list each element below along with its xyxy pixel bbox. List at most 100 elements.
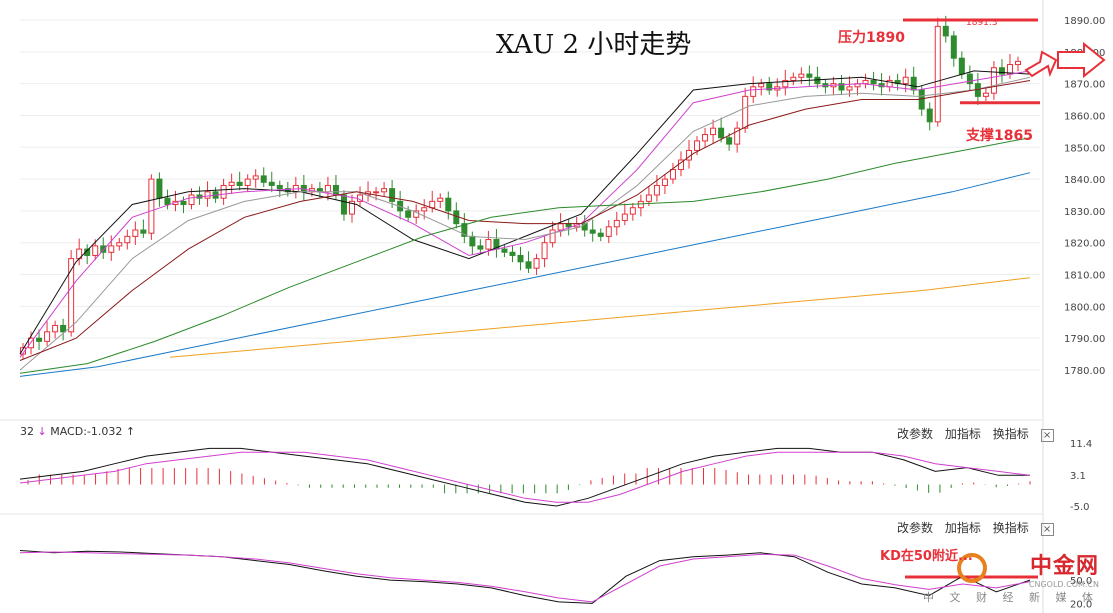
candle-body [252,175,259,180]
candle-body [645,194,652,202]
candle-body [990,67,997,94]
candle-body [637,200,644,209]
add-indicator-button[interactable]: 加指标 [944,427,981,441]
candle-body [790,76,797,81]
candle-body [204,191,211,199]
resistance-label: 压力1890 [838,30,905,46]
candle-body [926,108,933,123]
price-tick-label: 1860.00 [1064,111,1105,122]
candle-body [509,251,516,256]
ma-line-ma5 [19,70,1031,355]
candle-body [44,331,51,342]
candle-body [950,35,957,59]
candle-body [629,207,636,215]
candle-body [838,83,845,91]
price-tick-label: 1870.00 [1064,80,1105,91]
candle-body [814,76,821,85]
candle-body [934,25,941,123]
close-icon[interactable]: × [1040,523,1054,536]
candle-body [1015,60,1021,66]
kd-note-label: KD在50附近... [880,549,973,564]
candle-body [525,261,532,269]
candle-body [84,248,91,256]
candle-body [180,200,187,206]
candle-body [549,229,556,244]
candle-body [276,184,283,190]
candle-body [501,248,508,253]
candle-body [188,194,195,206]
candle-body [517,254,524,263]
arrow-right-icon [1057,41,1106,79]
modify-params-button[interactable]: 改参数 [897,427,934,441]
candle-body [597,232,604,237]
candle-body [798,73,805,78]
candle-body [52,324,59,333]
ma-line-ma30 [19,80,1031,361]
candle-body [236,181,243,186]
switch-indicator-button[interactable]: 换指标 [992,521,1029,535]
candle-body [710,127,717,136]
candle-body [694,140,701,151]
candle-body [92,245,99,256]
candle-body [124,235,131,244]
macd-prefix: 32 [20,425,34,438]
watermark-logo: 中金网 [1029,554,1099,579]
candle-body [766,83,773,91]
price-tick-label: 1800.00 [1064,302,1105,313]
candle-body [228,181,235,186]
macd-panel: 11.4 3.1 -5.0 [19,439,1092,513]
ma-line-ma10 [19,70,1031,358]
candle-body [605,226,612,237]
candle-body [340,194,347,215]
macd-indicator-label: 32 ↓ MACD:-1.032 ↑ [20,425,135,438]
kd-line-d [19,551,1031,603]
candle-body [20,347,26,355]
kd-tick-label: 50.0 [1070,576,1092,587]
price-tick-label: 1850.00 [1064,143,1105,154]
candle-body [485,239,492,250]
support-label: 支撑1865 [966,128,1033,144]
price-tick-label: 1830.00 [1064,207,1105,218]
candle-body [702,134,709,142]
candle-body [958,57,965,75]
price-tick-label: 1790.00 [1064,334,1105,345]
macd-line-dif [19,447,1030,507]
candle-body [429,200,436,209]
candle-body [589,229,596,234]
candle-body [260,175,267,183]
candle-body [742,95,749,129]
candle-body [870,79,877,85]
candle-body [332,184,339,196]
candle-body [60,324,67,333]
arrow-down-icon: ↓ [37,425,47,438]
candle-body [373,191,380,194]
candle-body [734,127,741,145]
kd-panel: 50.0 20.0 [19,550,1092,610]
candle-body [862,79,869,85]
watermark-url: CNGOLD.COM.CN [1028,580,1099,589]
candle-body [661,178,668,186]
candle-body [982,92,989,97]
candle-body [268,181,275,186]
candle-body [557,223,564,231]
candle-body [68,258,75,333]
macd-tick-label: 3.1 [1070,471,1086,482]
kd-tick-label: 20.0 [1070,599,1092,610]
candle-body [348,200,355,215]
candle-body [613,219,620,228]
grid-lines [0,0,1044,613]
macd-tick-label: -5.0 [1070,502,1090,513]
arrow-up-icon: ↑ [125,425,136,438]
ma-line-ma250 [169,277,1031,358]
modify-params-button[interactable]: 改参数 [897,521,934,535]
kd-toolbar: 改参数 加指标 换指标 × [897,519,1062,536]
moving-average-lines [19,70,1031,377]
candle-body [284,188,291,193]
close-icon[interactable]: × [1040,429,1054,442]
switch-indicator-button[interactable]: 换指标 [992,427,1029,441]
peak-value-label: 1891.3 [966,18,998,28]
candle-body [156,178,163,199]
watermark-tagline: 中 文 财 经 新 媒 体 [923,591,1099,604]
add-indicator-button[interactable]: 加指标 [944,521,981,535]
candle-body [910,76,917,91]
